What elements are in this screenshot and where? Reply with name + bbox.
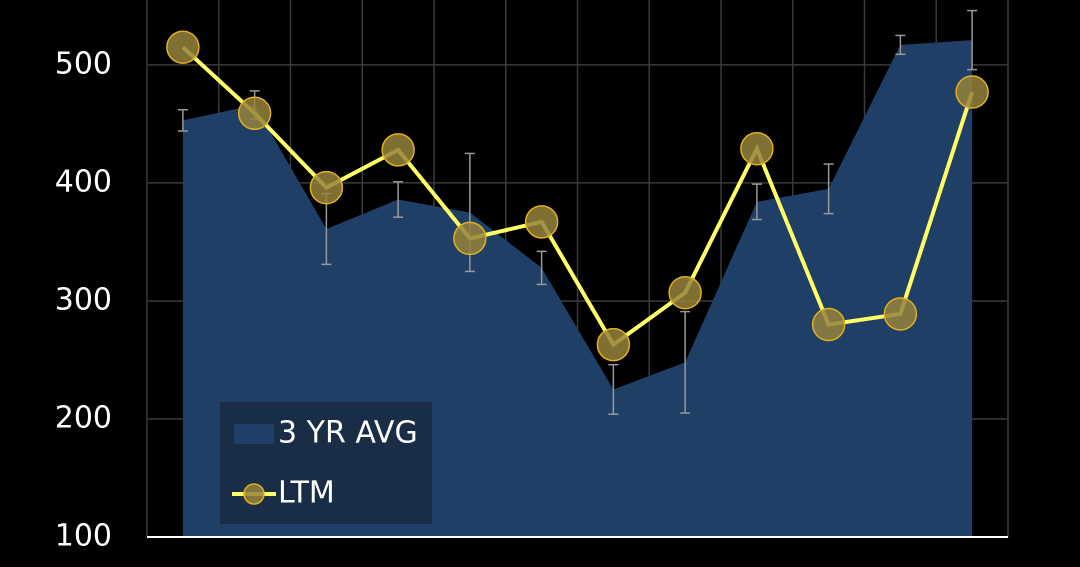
error-bar	[393, 181, 404, 218]
marker	[524, 205, 559, 239]
error-bar	[536, 250, 547, 286]
marker	[166, 30, 200, 64]
marker	[955, 75, 989, 109]
y-tick-label: 300	[55, 282, 112, 317]
marker	[740, 131, 774, 166]
y-tick-label: 200	[55, 400, 112, 435]
error-bar	[967, 9, 978, 71]
error-bar	[177, 109, 188, 132]
legend-label: LTM	[278, 476, 335, 511]
error-bar	[823, 163, 834, 215]
legend-label: 3 YR AVG	[278, 416, 418, 451]
marker	[237, 96, 272, 131]
legend-swatch	[234, 424, 274, 444]
error-bar	[751, 183, 762, 221]
y-tick-label: 400	[55, 164, 112, 199]
marker	[309, 170, 344, 205]
marker	[381, 133, 415, 167]
marker	[883, 297, 918, 331]
y-tick-label: 500	[55, 46, 112, 81]
legend: 3 YR AVG LTM	[220, 402, 432, 524]
marker	[668, 275, 702, 310]
error-bar	[608, 363, 619, 416]
marker	[811, 307, 846, 342]
marker	[596, 327, 631, 362]
error-bar	[680, 310, 691, 414]
legend-marker	[243, 483, 265, 505]
y-tick-label: 100	[55, 519, 112, 554]
marker	[453, 221, 487, 256]
error-bar	[895, 34, 906, 56]
